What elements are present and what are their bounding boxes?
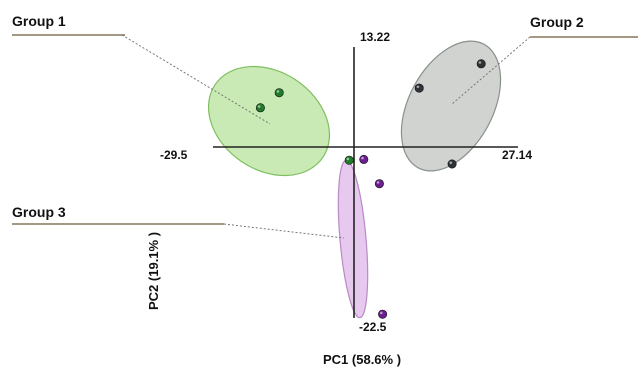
point-highlight-group-2-3 — [449, 161, 453, 164]
point-group-3-3 — [378, 309, 388, 319]
point-group-3-2 — [374, 179, 384, 189]
legend-group-1: Group 1 — [12, 13, 66, 29]
legend-group-2: Group 2 — [530, 14, 584, 30]
ellipse-group-2 — [400, 40, 502, 172]
y-axis-label: PC2 (19.1% ) — [146, 232, 161, 310]
point-highlight-group-1-2 — [257, 105, 261, 108]
point-highlight-group-2-2 — [416, 85, 420, 89]
point-group-2-1 — [476, 59, 486, 69]
point-group-1-3 — [344, 155, 354, 165]
ellipse-group-1 — [207, 65, 331, 177]
x-axis-label: PC1 (58.6% ) — [323, 352, 401, 367]
point-group-2-2 — [414, 83, 424, 93]
point-group-1-2 — [255, 103, 265, 113]
leader-line-group-1 — [121, 34, 271, 125]
ellipse-group-3 — [337, 159, 369, 319]
x-min-label: -29.5 — [160, 148, 188, 162]
leader-line-group-2 — [451, 36, 531, 105]
point-highlight-group-2-1 — [478, 61, 482, 64]
y-max-label: 13.22 — [360, 30, 390, 44]
y-min-label: -22.5 — [359, 320, 387, 334]
group-label-leaders — [12, 34, 638, 239]
point-highlight-group-3-1 — [361, 156, 364, 160]
x-max-label: 27.14 — [502, 148, 532, 162]
data-points — [255, 59, 486, 319]
legend-group-3: Group 3 — [12, 204, 66, 220]
leader-line-group-3 — [223, 223, 345, 239]
point-group-3-1 — [359, 154, 369, 164]
point-highlight-group-1-1 — [276, 90, 280, 93]
point-highlight-group-3-3 — [380, 311, 383, 315]
point-highlight-group-1-3 — [346, 157, 350, 161]
point-group-1-1 — [274, 88, 284, 98]
group-ellipses — [207, 40, 502, 319]
point-group-2-3 — [447, 159, 457, 169]
point-highlight-group-3-2 — [376, 181, 380, 184]
